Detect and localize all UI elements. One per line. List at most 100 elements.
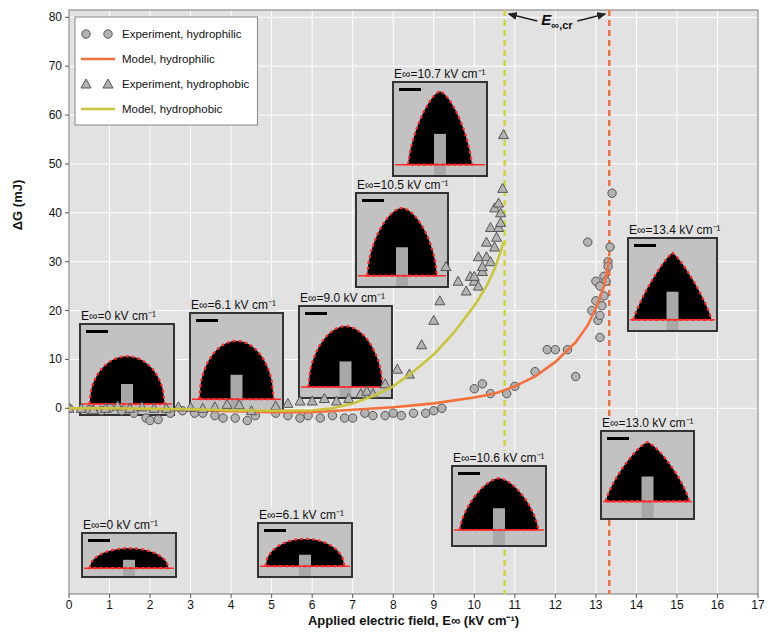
- tick-label-x: 7: [349, 598, 356, 612]
- droplet-inset: [80, 324, 174, 415]
- model-line: [69, 242, 504, 411]
- baseline: [603, 501, 692, 503]
- legend-label: Experiment, hydrophobic: [122, 78, 249, 90]
- tick-y: [65, 310, 69, 311]
- droplet-inset: [601, 431, 694, 519]
- droplet-outline: [460, 478, 539, 530]
- inset-label: E∞=0 kV cm⁻¹: [83, 518, 158, 532]
- inset-frame: [82, 533, 176, 577]
- data-point: [381, 411, 389, 419]
- grid-line-x: [555, 10, 556, 594]
- baseline: [358, 275, 446, 277]
- scale-bar: [88, 539, 110, 542]
- droplet-outline: [90, 548, 169, 568]
- legend-marker: [103, 79, 113, 88]
- droplet-inset: [82, 533, 176, 577]
- tick-y: [65, 408, 69, 409]
- data-point: [496, 218, 506, 227]
- annotation-arrow: [509, 14, 538, 21]
- baseline: [301, 386, 390, 388]
- baseline: [192, 398, 281, 400]
- inset-label: E∞=10.7 kV cm⁻¹: [394, 67, 486, 81]
- scale-bar: [362, 199, 384, 202]
- droplet-inset: [190, 313, 283, 411]
- label-patch: [258, 508, 345, 522]
- data-point: [608, 189, 616, 197]
- droplet-outline: [633, 253, 711, 320]
- tick-y: [65, 261, 69, 262]
- inset-label: E∞=10.5 kV cm⁻¹: [357, 178, 449, 192]
- data-point: [389, 409, 397, 417]
- data-point: [453, 276, 463, 285]
- tick-label-x: 9: [430, 598, 437, 612]
- data-group: [69, 130, 616, 425]
- data-point: [392, 364, 402, 373]
- legend-marker: [104, 30, 112, 38]
- baseline: [84, 567, 174, 569]
- plot-background: [69, 10, 758, 594]
- legend-label: Model, hydrophilic: [122, 53, 215, 65]
- label-patch: [452, 451, 546, 465]
- tick-label-y: 30: [49, 255, 63, 269]
- legend-box: [75, 17, 257, 125]
- tick-label-x: 0: [66, 598, 73, 612]
- droplet-inset: [452, 466, 546, 546]
- data-point: [154, 415, 162, 423]
- tick-label-x: 13: [589, 598, 603, 612]
- inset-frame: [628, 238, 717, 331]
- data-point: [571, 372, 579, 380]
- tick-label-x: 3: [187, 598, 194, 612]
- data-point: [430, 407, 438, 415]
- scale-bar: [264, 529, 286, 532]
- data-point: [349, 414, 357, 422]
- data-point: [490, 242, 500, 251]
- annotation-arrow: [577, 14, 605, 21]
- baseline: [260, 565, 350, 567]
- label-patch: [299, 291, 386, 305]
- inset-frame: [393, 82, 487, 176]
- tick-label-y: 60: [49, 108, 63, 122]
- data-point: [397, 411, 405, 419]
- model-line: [69, 257, 609, 412]
- data-point: [421, 409, 429, 417]
- data-point: [307, 396, 317, 405]
- scale-bar: [607, 437, 629, 440]
- label-patch: [190, 298, 277, 312]
- data-point: [369, 411, 377, 419]
- tick-y: [65, 66, 69, 67]
- legend-line: [81, 108, 115, 111]
- baseline: [630, 319, 715, 321]
- tick-label-x: 15: [670, 598, 684, 612]
- tick-label-x: 10: [468, 598, 482, 612]
- data-point: [211, 411, 219, 419]
- needle: [340, 361, 352, 397]
- scale-bar: [399, 88, 421, 91]
- tick-label-x: 16: [711, 598, 725, 612]
- data-point: [478, 380, 486, 388]
- data-point: [146, 416, 154, 424]
- tick-label-y: 70: [49, 59, 63, 73]
- tick-label-y: 80: [49, 10, 63, 24]
- droplet-outline: [89, 356, 164, 404]
- data-point: [234, 400, 244, 409]
- x-axis-title: Applied electric field, E∞ (kV cm⁻¹): [308, 613, 519, 628]
- baseline: [454, 529, 544, 531]
- needle: [493, 508, 505, 545]
- tick-label-x: 6: [309, 598, 316, 612]
- data-point: [429, 315, 439, 324]
- droplet-outline: [408, 91, 472, 164]
- data-point: [231, 414, 239, 422]
- scale-bar: [634, 244, 656, 247]
- data-point: [584, 238, 592, 246]
- legend: Experiment, hydrophilicModel, hydrophili…: [75, 17, 257, 125]
- droplet-inset: [393, 82, 487, 176]
- tick-label-x: 2: [147, 598, 154, 612]
- data-point: [606, 243, 614, 251]
- plot-frame: [69, 10, 758, 594]
- scale-bar: [86, 330, 108, 333]
- label-patch: [356, 178, 450, 192]
- data-point: [486, 257, 496, 266]
- inset-frame: [356, 193, 448, 287]
- data-point: [494, 198, 504, 207]
- data-point: [438, 404, 446, 412]
